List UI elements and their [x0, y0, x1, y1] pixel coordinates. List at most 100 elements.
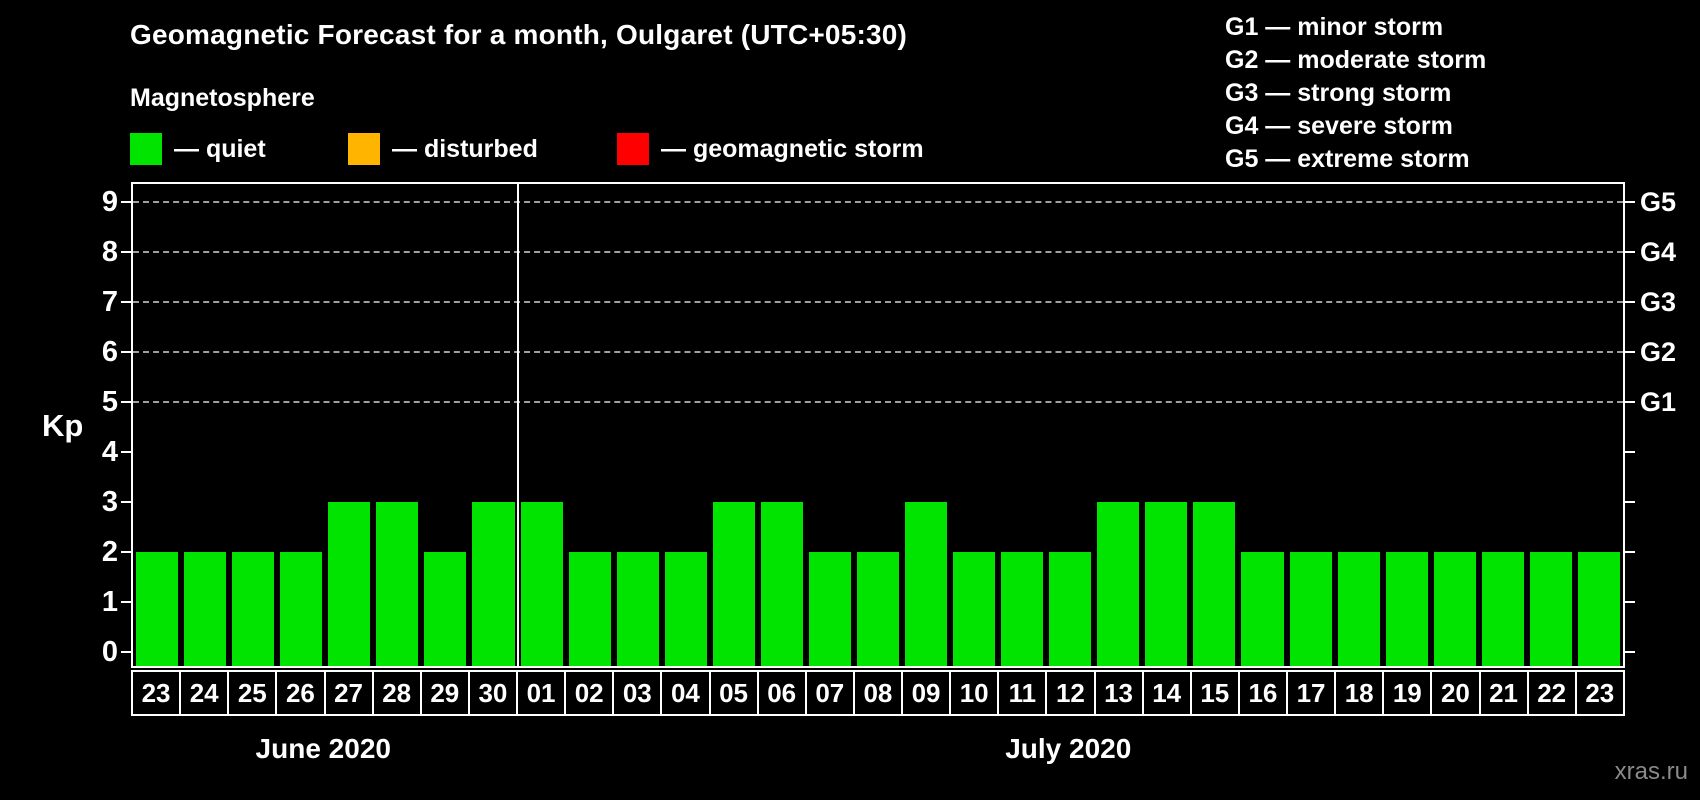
kp-axis-label: Kp [42, 408, 84, 443]
kp-bar-day-29 [424, 552, 467, 666]
kp-bar-day-10 [953, 552, 996, 666]
kp-tick-label-5: 5 [101, 386, 118, 418]
date-cell: 26 [275, 670, 326, 716]
left-tick-kp-7 [121, 301, 131, 303]
gridline-kp-5 [133, 401, 1623, 403]
kp-bar-day-17 [1289, 552, 1332, 666]
chart-title: Geomagnetic Forecast for a month, Oulgar… [130, 19, 908, 50]
kp-bar-day-21 [1481, 552, 1524, 666]
left-tick-kp-1 [121, 601, 131, 603]
legend-label: — geomagnetic storm [661, 134, 924, 163]
kp-tick-label-7: 7 [101, 286, 118, 318]
legend-label: — quiet [174, 134, 266, 163]
left-tick-kp-3 [121, 501, 131, 503]
date-cell: 19 [1382, 670, 1433, 716]
date-cell: 27 [323, 670, 374, 716]
kp-bar-day-20 [1433, 552, 1476, 666]
date-cell: 22 [1526, 670, 1577, 716]
left-tick-kp-4 [121, 451, 131, 453]
left-tick-kp-5 [121, 401, 131, 403]
kp-bar-day-23 [1577, 552, 1620, 666]
date-cell: 13 [1093, 670, 1144, 716]
legend-item-geomagnetic-storm: — geomagnetic storm [617, 133, 924, 165]
date-cell: 14 [1141, 670, 1192, 716]
kp-bar-day-27 [328, 502, 371, 666]
left-tick-kp-8 [121, 251, 131, 253]
date-cell: 07 [804, 670, 855, 716]
kp-bar-day-13 [1097, 502, 1140, 666]
storm-scale-line: G1 — minor storm [1225, 13, 1444, 41]
gridline-kp-8 [133, 251, 1623, 253]
left-tick-kp-2 [121, 551, 131, 553]
kp-bar-day-14 [1145, 502, 1188, 666]
disturbed-color-swatch [348, 133, 380, 165]
date-cell: 10 [949, 670, 1000, 716]
gridline-kp-9 [133, 201, 1623, 203]
kp-tick-label-4: 4 [101, 436, 118, 468]
kp-bar-day-07 [808, 552, 851, 666]
kp-bar-day-24 [184, 552, 227, 666]
date-cell: 01 [516, 670, 567, 716]
legend-item-disturbed: — disturbed [348, 133, 538, 165]
date-axis-row: 23 24 25 26 27 28 29 30 01 02 03 04 05 06 07 08 09 10 11 12… [131, 670, 1625, 716]
month-label-july: July 2020 [1005, 733, 1132, 764]
magnetosphere-label: Magnetosphere [130, 84, 315, 112]
date-cell: 17 [1286, 670, 1337, 716]
kp-bar-day-02 [568, 552, 611, 666]
date-cell: 03 [612, 670, 663, 716]
g-scale-label-g4: G4 [1640, 237, 1677, 267]
left-tick-kp-6 [121, 351, 131, 353]
right-tick-kp-0 [1625, 651, 1635, 653]
date-cell: 11 [997, 670, 1048, 716]
kp-bar-day-01 [520, 502, 563, 666]
storm-scale-legend: G1 — minor storm G2 — moderate storm G3 — … [1225, 11, 1486, 176]
kp-bar-day-26 [280, 552, 323, 666]
kp-tick-label-2: 2 [101, 536, 118, 568]
kp-bar-day-09 [905, 502, 948, 666]
date-cell: 29 [419, 670, 470, 716]
date-cell: 23 [1574, 670, 1625, 716]
date-cell: 08 [852, 670, 903, 716]
kp-bar-day-03 [616, 552, 659, 666]
right-tick-kp-3 [1625, 501, 1635, 503]
date-cell: 25 [227, 670, 278, 716]
kp-tick-label-8: 8 [101, 236, 118, 268]
date-cell: 23 [131, 670, 182, 716]
month-separator-line [517, 184, 519, 666]
geomagnetic-storm-color-swatch [617, 133, 649, 165]
kp-bar-day-16 [1241, 552, 1284, 666]
right-tick-kp-1 [1625, 601, 1635, 603]
right-tick-kp-2 [1625, 551, 1635, 553]
g-scale-label-g1: G1 [1640, 387, 1677, 417]
kp-bar-day-06 [760, 502, 803, 666]
date-cell: 04 [660, 670, 711, 716]
date-cell: 16 [1237, 670, 1288, 716]
kp-bar-day-25 [232, 552, 275, 666]
date-cell: 21 [1478, 670, 1529, 716]
kp-bar-chart-plot-area [121, 182, 1635, 668]
kp-bar-day-30 [472, 502, 515, 666]
kp-bar-day-11 [1001, 552, 1044, 666]
date-cell: 05 [708, 670, 759, 716]
legend-label: — disturbed [392, 134, 538, 163]
g-scale-label-g5: G5 [1640, 187, 1677, 217]
kp-tick-label-9: 9 [101, 186, 118, 218]
storm-scale-line: G5 — extreme storm [1225, 145, 1470, 173]
kp-tick-label-3: 3 [101, 486, 118, 518]
kp-bar-day-12 [1049, 552, 1092, 666]
right-tick-kp-7 [1625, 301, 1635, 303]
right-tick-kp-4 [1625, 451, 1635, 453]
date-cell: 18 [1334, 670, 1385, 716]
date-cell: 28 [371, 670, 422, 716]
legend-item-quiet: — quiet [130, 133, 266, 165]
storm-scale-line: G2 — moderate storm [1225, 46, 1487, 74]
date-cell: 02 [564, 670, 615, 716]
kp-bar-day-15 [1193, 502, 1236, 666]
kp-bar-day-23 [136, 552, 179, 666]
date-cell: 20 [1430, 670, 1481, 716]
storm-scale-line: G4 — severe storm [1225, 112, 1453, 140]
gridline-kp-7 [133, 301, 1623, 303]
date-cell: 15 [1189, 670, 1240, 716]
kp-bar-day-08 [856, 552, 900, 666]
kp-bar-day-05 [712, 502, 755, 666]
